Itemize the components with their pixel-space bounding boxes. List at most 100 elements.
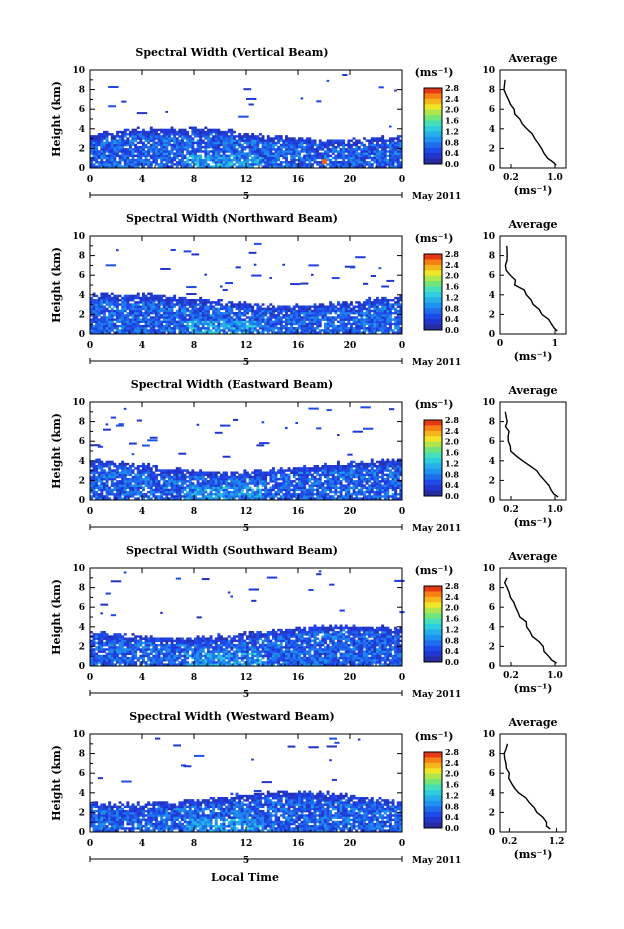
heatmap-cell [178, 480, 182, 483]
heatmap-cell [256, 139, 260, 142]
heatmap-cell [292, 163, 296, 166]
heatmap-cell [222, 143, 226, 147]
heatmap-cell [116, 294, 119, 298]
heatmap-cell [287, 139, 291, 142]
heatmap-cell [300, 165, 304, 168]
colorbar-tick-label: 0.8 [445, 137, 459, 147]
heatmap-cell [113, 154, 117, 158]
heatmap-cell [227, 482, 231, 485]
heatmap-cell [95, 465, 99, 468]
heatmap-cell [108, 490, 112, 494]
heatmap-cell [318, 303, 322, 306]
heatmap-cell [160, 130, 164, 134]
heatmap-cell [331, 322, 335, 326]
heatmap-cell [126, 163, 130, 166]
heatmap-cell [290, 152, 294, 155]
heatmap-cell [368, 156, 372, 160]
heatmap-cell [261, 307, 265, 311]
heatmap-cell [350, 152, 353, 155]
heatmap-cell [139, 307, 143, 311]
heatmap-cell [235, 331, 239, 334]
heatmap-cell [264, 165, 268, 168]
heatmap-cell [256, 135, 260, 138]
heatmap-cell [277, 305, 281, 308]
heatmap-cell [308, 320, 312, 324]
heatmap-cell [134, 150, 138, 153]
heatmap-cell [194, 150, 197, 153]
profile-y-tick-label: 4 [489, 291, 495, 301]
heatmap-cell [266, 154, 270, 158]
heatmap-cell [235, 314, 239, 317]
heatmap-cell [316, 493, 320, 496]
heatmap-cell [355, 139, 359, 142]
heatmap-cell [277, 307, 281, 311]
heatmap-cell [110, 490, 114, 494]
heatmap-cell [188, 150, 192, 153]
heatmap-cell [178, 324, 182, 328]
heatmap-cell [295, 331, 299, 334]
heatmap-cell [178, 495, 182, 498]
heatmap-cell [227, 165, 231, 168]
heatmap-cell [298, 467, 301, 470]
heatmap-cell [204, 488, 208, 492]
heatmap-cell [376, 329, 379, 332]
heatmap-cell [233, 158, 236, 162]
heatmap-cell [233, 322, 236, 326]
heatmap-cell [186, 486, 190, 490]
heatmap-cell [196, 486, 200, 490]
heatmap-cell [347, 480, 351, 483]
heatmap-cell [181, 305, 184, 308]
profile-y-tick-label: 8 [489, 86, 495, 96]
heatmap-cell [217, 150, 221, 153]
heatmap-cell [186, 150, 190, 153]
heatmap-cell [116, 311, 119, 315]
heatmap-cell [155, 158, 158, 162]
heatmap-cell [191, 331, 195, 334]
heatmap-cell [186, 137, 190, 140]
heatmap-cell [108, 141, 112, 145]
heatmap-cell [342, 465, 346, 468]
heatmap-cell [199, 133, 203, 136]
heatmap-cell [170, 471, 174, 474]
heatmap-cell [165, 165, 169, 168]
heatmap-cell [339, 148, 343, 151]
heatmap-cell [344, 154, 348, 158]
heatmap-cell [147, 439, 158, 442]
heatmap-cell [227, 130, 231, 134]
heatmap-cell [139, 473, 143, 477]
heatmap-cell [168, 484, 171, 487]
heatmap-cell [287, 152, 291, 155]
heatmap-cell [363, 331, 366, 334]
heatmap-cell [188, 477, 192, 481]
heatmap-cell [147, 497, 151, 500]
heatmap-cell [383, 324, 387, 328]
heatmap-cell [178, 314, 182, 317]
heatmap-cell [355, 331, 359, 334]
heatmap-cell [347, 497, 351, 500]
heatmap-cell [396, 311, 400, 315]
heatmap-cell [266, 139, 270, 142]
heatmap-cell [212, 309, 216, 313]
heatmap-cell [162, 480, 166, 483]
heatmap-cell [321, 471, 325, 474]
heatmap-cell [118, 467, 122, 470]
heatmap-cell [142, 324, 145, 328]
colorbar-tick-label: 2.0 [445, 271, 459, 281]
heatmap-cell [321, 497, 325, 500]
heatmap-cell [142, 444, 150, 447]
heatmap-cell [155, 299, 158, 302]
heatmap-cell [282, 316, 286, 319]
heatmap-cell [251, 158, 255, 162]
heatmap-cell [352, 484, 356, 487]
heatmap-cell [272, 467, 275, 470]
heatmap-cell [162, 135, 166, 138]
heatmap-cell [266, 322, 270, 326]
heatmap-cell [188, 482, 192, 485]
heatmap-cell [266, 145, 270, 149]
heatmap-cell [334, 156, 338, 160]
heatmap-cell [152, 331, 156, 334]
heatmap-cell [95, 467, 99, 470]
heatmap-cell [126, 471, 130, 474]
heatmap-cell [383, 161, 387, 164]
heatmap-cell [350, 303, 353, 306]
